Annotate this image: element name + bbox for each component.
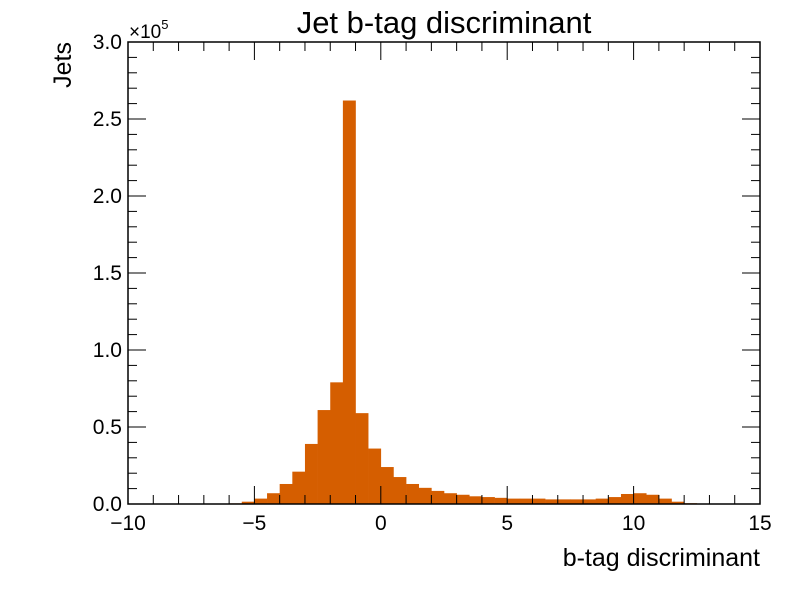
x-tick-label: −5 bbox=[242, 512, 266, 535]
x-tick-label: 0 bbox=[375, 512, 387, 535]
y-tick-label: 3.0 bbox=[93, 31, 122, 54]
histogram-bar bbox=[671, 501, 685, 504]
histogram-bar bbox=[254, 498, 268, 504]
histogram-bar bbox=[570, 499, 584, 504]
histogram-bar bbox=[241, 501, 255, 504]
histogram-bar bbox=[646, 494, 660, 504]
histogram-bar bbox=[481, 497, 495, 504]
y-tick-label: 0.5 bbox=[93, 416, 122, 439]
histogram-bar bbox=[595, 498, 609, 504]
histogram-bar bbox=[431, 490, 445, 504]
histogram-bar bbox=[267, 493, 280, 504]
y-tick-label: 0.0 bbox=[93, 493, 122, 516]
histogram-bar bbox=[494, 497, 508, 504]
histogram-bar bbox=[304, 443, 318, 504]
histogram-bar bbox=[368, 448, 382, 504]
histogram-bar bbox=[658, 498, 672, 504]
y-tick-label: 2.0 bbox=[93, 185, 122, 208]
histogram-bar bbox=[355, 413, 369, 504]
axis-ticks bbox=[127, 41, 761, 505]
histogram-bar bbox=[292, 471, 306, 504]
y-tick-label: 1.5 bbox=[93, 262, 122, 285]
histogram-bar bbox=[418, 487, 432, 504]
histogram-bar bbox=[456, 494, 470, 504]
histogram-bar bbox=[545, 499, 559, 504]
histogram-bar bbox=[633, 493, 647, 504]
histogram-bar bbox=[393, 477, 407, 504]
y-tick-label: 2.5 bbox=[93, 108, 122, 131]
histogram-bar bbox=[532, 498, 546, 504]
y-axis-multiplier-exponent: 5 bbox=[161, 17, 168, 32]
y-tick-label: 1.0 bbox=[93, 339, 122, 362]
x-axis-label: b-tag discriminant bbox=[563, 544, 760, 572]
plot-frame bbox=[127, 41, 761, 505]
histogram-bar bbox=[380, 467, 394, 504]
histogram-bar bbox=[608, 497, 622, 504]
axis-tick-labels: −10 −5 0 5 10 15 0.0 0.5 1.0 1.5 2.0 2.5 3.0 bbox=[93, 31, 772, 535]
histogram-bar bbox=[583, 499, 596, 504]
histogram-bar bbox=[279, 483, 293, 504]
histogram-bars bbox=[229, 100, 698, 505]
chart-title: Jet b-tag discriminant bbox=[297, 5, 592, 40]
histogram-bar bbox=[444, 493, 457, 504]
y-axis-label: Jets bbox=[49, 42, 77, 88]
histogram-bar bbox=[342, 100, 356, 505]
x-tick-label: 10 bbox=[622, 512, 645, 535]
histogram-bar bbox=[406, 483, 420, 504]
y-axis-multiplier: ×105 bbox=[129, 17, 168, 43]
histogram-bar bbox=[557, 499, 571, 504]
x-tick-label: 5 bbox=[501, 512, 513, 535]
histogram-bar bbox=[330, 382, 344, 504]
histogram-bar bbox=[469, 496, 483, 504]
histogram-bar bbox=[620, 493, 634, 504]
histogram-bar bbox=[317, 410, 331, 504]
histogram-bar bbox=[519, 498, 533, 504]
x-tick-label: −10 bbox=[110, 512, 146, 535]
y-axis-multiplier-base: ×10 bbox=[129, 22, 161, 43]
x-tick-label: 15 bbox=[748, 512, 771, 535]
histogram-bar bbox=[507, 498, 521, 504]
